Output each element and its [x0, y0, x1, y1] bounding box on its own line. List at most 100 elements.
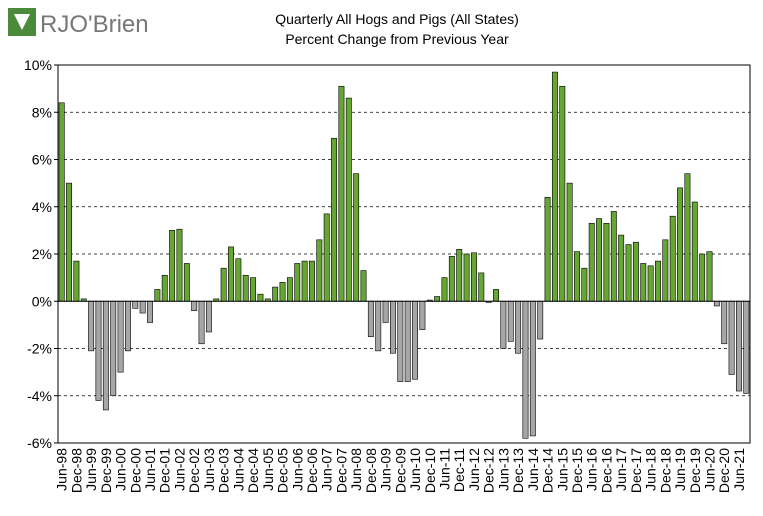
y-tick-label: 0% — [32, 293, 52, 309]
bar — [478, 272, 485, 302]
bar — [493, 289, 499, 302]
x-tick-label: Jun-20 — [702, 448, 718, 491]
y-tick-label: -6% — [27, 435, 52, 451]
x-tick-label: Jun-02 — [171, 448, 187, 491]
bar — [515, 300, 522, 354]
bar — [662, 239, 669, 302]
bar — [88, 300, 95, 352]
x-tick-label: Dec-04 — [245, 448, 261, 493]
bar — [316, 239, 323, 302]
bar — [574, 251, 580, 302]
x-tick-label: Jun-03 — [201, 448, 217, 491]
bar — [110, 300, 117, 397]
x-tick-label: Jun-06 — [289, 448, 305, 491]
bar — [610, 211, 617, 302]
bar — [161, 274, 168, 302]
bar — [286, 277, 293, 302]
x-tick-label: Jun-14 — [525, 448, 541, 491]
x-tick-label: Dec-06 — [304, 448, 320, 493]
bar — [655, 260, 661, 302]
x-tick-label: Jun-19 — [672, 448, 688, 491]
bar — [419, 300, 426, 330]
bar — [684, 173, 691, 302]
x-tick-label: Jun-21 — [731, 448, 747, 491]
bar — [242, 274, 249, 302]
y-tick-label: 8% — [32, 104, 52, 120]
bar — [441, 277, 448, 302]
x-tick-label: Jun-05 — [260, 448, 276, 491]
x-tick-label: Dec-09 — [392, 448, 408, 493]
x-tick-label: Jun-98 — [54, 448, 70, 491]
bar — [73, 260, 80, 302]
bar — [500, 300, 507, 349]
bar — [367, 300, 374, 337]
x-tick-label: Dec-18 — [657, 448, 673, 493]
bar — [537, 300, 544, 340]
bar — [331, 137, 338, 302]
x-tick-label: Jun-09 — [378, 448, 394, 491]
bar — [434, 296, 441, 302]
bar — [323, 213, 330, 302]
x-tick-label: Jun-01 — [142, 448, 158, 491]
bar — [456, 248, 463, 302]
bar — [139, 300, 146, 314]
bar — [713, 300, 720, 307]
x-tick-label: Dec-03 — [216, 448, 232, 493]
logo-mark — [14, 14, 30, 30]
x-tick-label: Jun-13 — [495, 448, 511, 491]
x-tick-label: Jun-18 — [643, 448, 659, 491]
bar — [448, 256, 455, 302]
y-tick-label: -2% — [27, 341, 52, 357]
bar — [699, 253, 706, 302]
bar — [706, 251, 713, 302]
y-tick-label: 10% — [24, 57, 52, 73]
x-tick-label: Dec-02 — [186, 448, 202, 493]
bar — [338, 85, 345, 302]
bar — [117, 300, 124, 373]
y-tick-label: 4% — [32, 199, 52, 215]
bar — [404, 300, 411, 382]
bar — [250, 277, 257, 302]
x-tick-label: Dec-11 — [451, 448, 467, 492]
bar — [272, 286, 279, 302]
bar — [124, 300, 131, 352]
x-tick-label: Dec-13 — [510, 448, 526, 493]
bar — [309, 260, 315, 302]
bar — [559, 85, 566, 302]
bar — [66, 182, 72, 302]
x-tick-label: Dec-07 — [333, 448, 349, 493]
bar — [618, 234, 625, 302]
x-tick-label: Jun-99 — [83, 448, 99, 491]
x-tick-label: Jun-10 — [407, 448, 423, 491]
bar — [257, 293, 264, 302]
x-tick-label: Jun-04 — [230, 448, 246, 491]
bar — [132, 300, 139, 309]
chart-subtitle: Percent Change from Previous Year — [285, 31, 509, 47]
bar — [345, 97, 352, 302]
bar — [279, 282, 286, 302]
bar — [169, 230, 176, 302]
bar — [588, 222, 595, 302]
bar — [95, 300, 102, 401]
bar — [412, 300, 418, 380]
bar — [397, 300, 404, 382]
bar — [632, 241, 639, 302]
x-tick-label: Dec-99 — [98, 448, 114, 493]
bar — [191, 300, 198, 311]
bar — [470, 252, 477, 302]
y-tick-label: -4% — [27, 388, 52, 404]
x-tick-label: Dec-15 — [569, 448, 585, 493]
x-tick-label: Jun-11 — [436, 448, 452, 490]
x-tick-label: Dec-05 — [275, 448, 291, 493]
bar — [228, 246, 234, 302]
bar — [721, 300, 728, 345]
bar — [544, 197, 551, 302]
x-tick-label: Dec-14 — [540, 448, 556, 493]
bar — [301, 260, 308, 302]
x-tick-label: Jun-08 — [348, 448, 364, 491]
bar — [390, 300, 396, 354]
bar — [743, 300, 750, 394]
x-tick-label: Dec-00 — [127, 448, 143, 493]
bar — [360, 270, 367, 302]
